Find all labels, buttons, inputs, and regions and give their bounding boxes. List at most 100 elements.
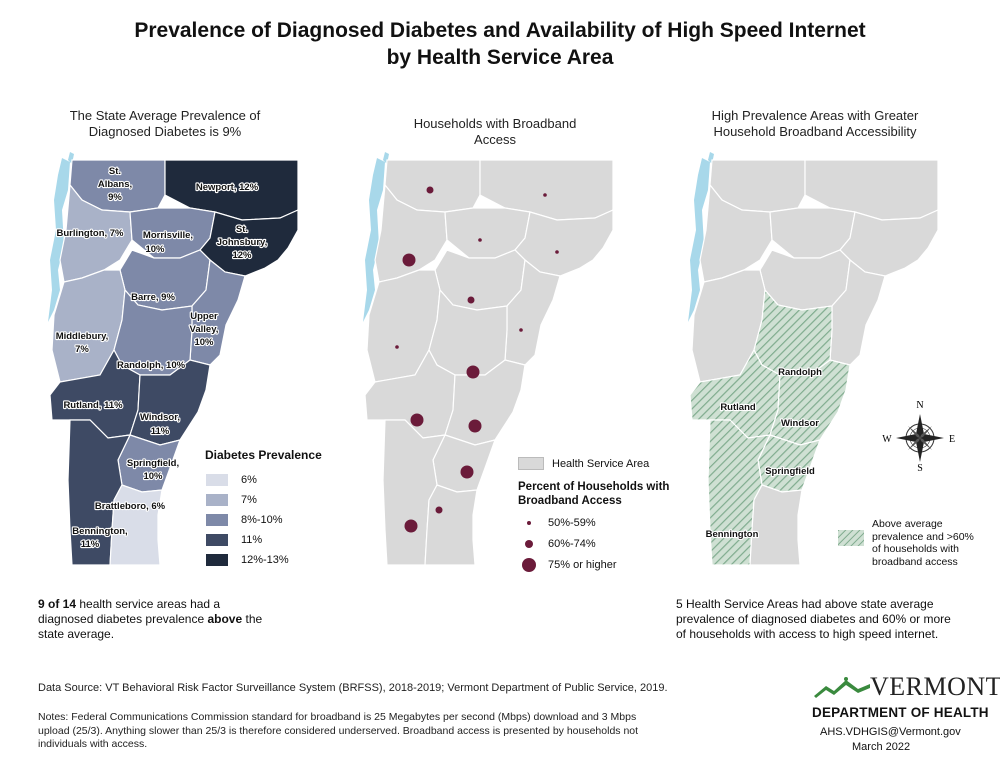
panel-title-broadband-line-1: Households with Broadband: [413, 116, 577, 131]
label-st-albans: St. Albans, 9%: [98, 166, 132, 203]
legend-dot: [522, 557, 536, 572]
dot-bennington: [404, 519, 418, 533]
dot-middlebury: [395, 345, 399, 349]
legend-swatch: [205, 493, 229, 507]
label-randolph: Randolph, 10%: [117, 360, 186, 371]
legend-dot: [525, 539, 533, 548]
legend-item-12-13pct: 12%-13%: [205, 550, 322, 570]
legend-item-7pct: 7%: [205, 490, 322, 510]
dot-windsor: [468, 419, 482, 433]
note-text: health service areas had a: [76, 597, 221, 611]
data-source: Data Source: VT Behavioral Risk Factor S…: [38, 682, 668, 694]
compass-n: N: [916, 400, 923, 411]
legend-swatch: [205, 553, 229, 567]
label-barre: Barre, 9%: [131, 292, 175, 303]
legend-item-11pct: 11%: [205, 530, 322, 550]
panel-title-high-prevalence-line-2: Household Broadband Accessibility: [713, 124, 917, 139]
label-morrisville: Morrisville, 10%: [143, 230, 193, 255]
footer-notes-line: upload (25/3). Anything slower than 25/3…: [38, 724, 639, 737]
hsa-windsor: [129, 359, 211, 446]
label-springfield: Springfield, 10%: [127, 458, 179, 482]
note-bold: above: [207, 612, 243, 626]
panel-title-broadband: Households with Broadband Access: [375, 116, 615, 148]
hsa-burlington: [699, 183, 773, 283]
legend-swatch: [205, 473, 229, 487]
legend-swatch: [205, 533, 229, 547]
panel-title-high-prevalence-line-1: High Prevalence Areas with Greater: [711, 108, 919, 123]
dot-springfield: [460, 465, 474, 479]
legend-item-60-74: 60%-74%: [518, 533, 669, 554]
note-text: diagnosed diabetes prevalence: [38, 612, 208, 626]
label-rutland: Rutland: [720, 402, 756, 413]
diabetes-prevalence-map: St. Albans, 9% Newport, 12% Burlington, 7%…: [48, 152, 299, 566]
label-brattleboro: Brattleboro, 6%: [95, 501, 166, 512]
label-middlebury: Middlebury, 7%: [56, 331, 109, 355]
footer-notes: Notes: Federal Communications Commission…: [38, 711, 638, 752]
legend-swatch: [205, 513, 229, 527]
note-bold: 9 of 14: [38, 597, 77, 611]
legend-item-50-59: 50%-59%: [518, 512, 669, 533]
legend-label: 12%-13%: [241, 554, 289, 566]
hsa-upper-valley: [504, 258, 561, 366]
main-title-line-2: by Health Service Area: [386, 46, 614, 69]
legend-label: 6%: [241, 474, 257, 486]
legend-text-line: broadband access: [872, 555, 958, 568]
label-bennington: Bennington: [706, 529, 759, 540]
footer-notes-line: Notes: Federal Communications Commission…: [38, 711, 637, 723]
legend-label: 50%-59%: [548, 516, 596, 529]
panel-title-diabetes-line-1: The State Average Prevalence of: [69, 108, 261, 123]
diabetes-map-labels: St. Albans, 9% Newport, 12% Burlington, 7%…: [55, 165, 269, 551]
panel-title-high-prevalence: High Prevalence Areas with Greater House…: [680, 108, 950, 140]
vermont-mountain-logo-icon: [814, 677, 870, 698]
note-text: 5 Health Service Areas had above state a…: [676, 597, 934, 611]
legend-label: 75% or higher: [548, 558, 617, 571]
high-prevalence-broadband-map: Randolph Rutland Windsor Springfield Ben…: [688, 152, 939, 566]
dot-rutland: [410, 413, 424, 427]
hsa-burlington: [374, 183, 448, 283]
dot-barre: [467, 296, 475, 304]
vermont-wordmark: VERMONT: [870, 672, 1000, 701]
legend-label: 8%-10%: [241, 514, 283, 526]
dot-upper-valley: [519, 328, 523, 332]
hsa-brattleboro: [749, 484, 803, 566]
label-burlington: Burlington, 7%: [56, 228, 124, 239]
label-newport: Newport, 12%: [196, 182, 259, 193]
hatch-swatch: [838, 530, 864, 546]
high-prevalence-legend-text: Above average prevalence and >60% of hou…: [872, 518, 974, 568]
panel-title-diabetes: The State Average Prevalence of Diagnose…: [40, 108, 290, 140]
note-text: prevalence of diagnosed diabetes and 60%…: [676, 612, 951, 626]
hsa-upper-valley: [189, 258, 246, 366]
compass-s: S: [917, 463, 923, 472]
legend-dot: [527, 520, 531, 525]
publication-date: March 2022: [852, 741, 911, 753]
label-rutland: Rutland, 11%: [63, 400, 123, 411]
hsa-windsor: [444, 359, 526, 446]
legend-item-6pct: 6%: [205, 470, 322, 490]
label-windsor: Windsor, 11%: [140, 412, 180, 437]
label-upper-valley: Upper Valley, 10%: [190, 311, 219, 348]
note-text: the: [242, 612, 263, 626]
legend-text-line: of households with: [872, 543, 959, 555]
hsa-windsor: [769, 359, 851, 446]
legend-label: 11%: [241, 534, 263, 546]
left-summary-note: 9 of 14 health service areas had a diagn…: [38, 597, 262, 642]
main-title-line-1: Prevalence of Diagnosed Diabetes and Ava…: [134, 19, 866, 42]
hsa-upper-valley: [829, 258, 886, 366]
legend-text-line: Above average: [872, 518, 943, 530]
broadband-legend-title: Percent of Households with Broadband Acc…: [518, 480, 669, 508]
high-prevalence-legend: Above average prevalence and >60% of hou…: [838, 518, 974, 568]
broadband-legend-title-line-1: Percent of Households with: [518, 481, 670, 493]
legend-swatch: [518, 457, 544, 470]
label-st-johnsbury: St. Johnsbury, 12%: [217, 224, 268, 261]
dot-brattleboro: [435, 506, 443, 514]
dot-burlington: [402, 253, 416, 267]
dot-randolph: [466, 365, 480, 379]
legend-text-line: prevalence and >60%: [872, 530, 974, 543]
label-springfield: Springfield: [765, 466, 815, 477]
dot-st-johnsbury: [555, 250, 559, 254]
diabetes-legend-title: Diabetes Prevalence: [205, 448, 322, 462]
compass-rose-icon: N S E W: [882, 400, 955, 472]
diabetes-prevalence-legend: Diabetes Prevalence 6% 7% 8%-10% 11% 12%…: [205, 448, 322, 570]
compass-w: W: [882, 434, 892, 445]
dot-st-albans: [426, 186, 434, 194]
